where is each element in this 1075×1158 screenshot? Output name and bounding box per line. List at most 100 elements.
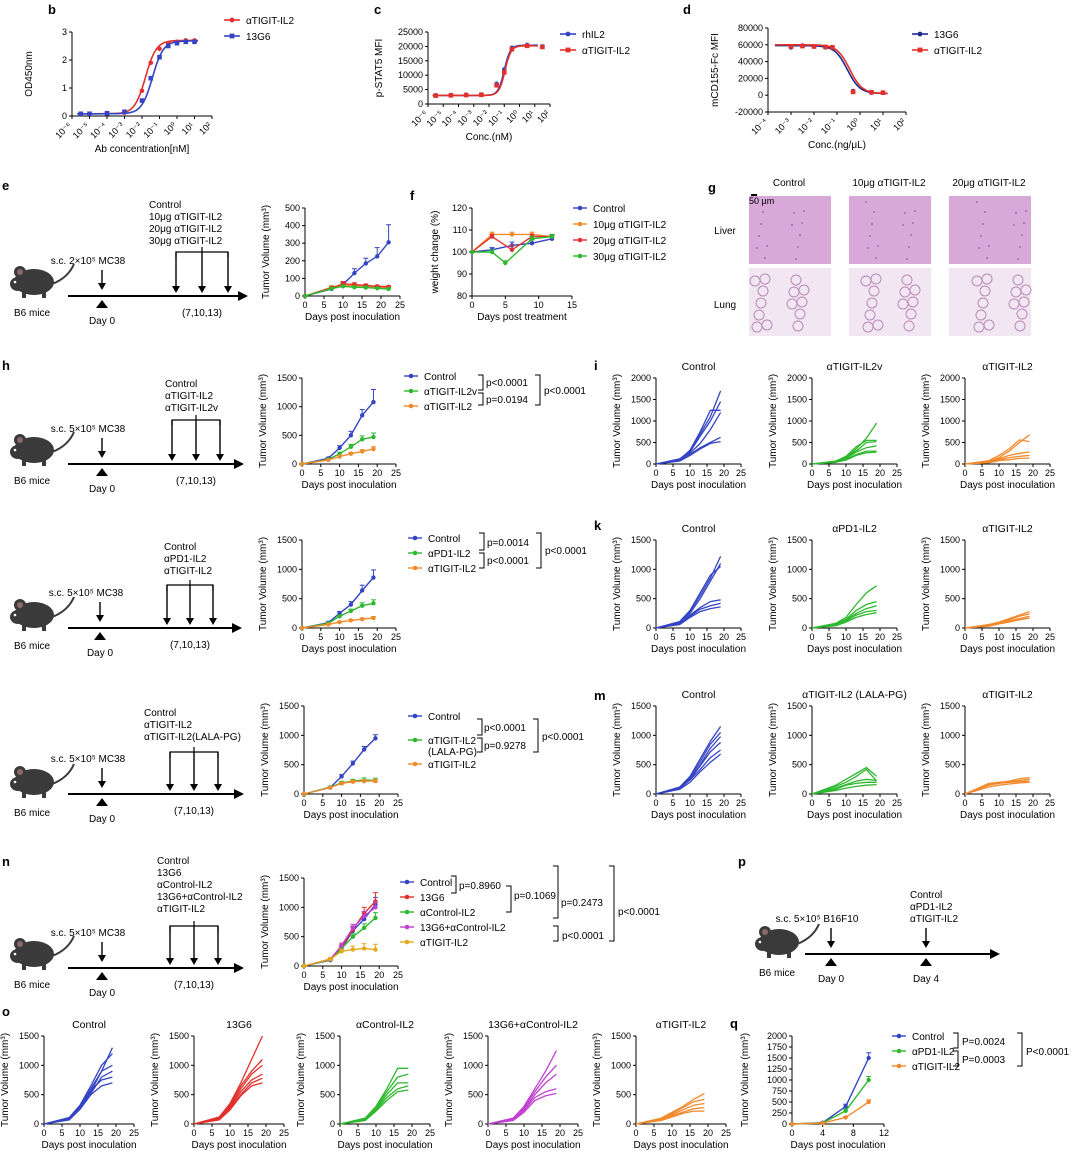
data-point [350,925,356,931]
individual-curve [487,1073,557,1125]
individual-curve [964,781,1030,795]
x-tick-label: 10 [994,468,1004,478]
triangle-up-icon [96,798,108,806]
arrow-down-icon [214,784,222,791]
mouse-eye [13,448,17,452]
arrow-down-icon [224,286,232,293]
x-tick-label: 15 [567,300,577,310]
chart-i-1: 0 500 1000 1500 2000 0 5 10 15 20 25 Days post inoc… [768,361,902,491]
tissue-texture [754,201,756,203]
mouse-head [755,937,771,951]
y-tick-label: -20000 [735,107,763,117]
chart-o-1: 0 500 1000 1500 0 5 10 15 20 25 Days post inoculat… [150,1019,289,1151]
x-axis-label: Days post inoculation [303,982,398,993]
tissue-texture [762,211,764,213]
day0-label: Day 0 [89,814,116,825]
individual-curve [339,1073,409,1125]
x-tick-label: 8 [851,1128,856,1138]
x-axis-label: Days post inoculation [301,480,396,491]
dosing-days-label: (7,10,13) [170,640,210,651]
x-tick-label: 0 [485,1128,490,1138]
y-tick-label: 2000 [940,373,960,383]
mouse-head [10,445,26,459]
legend-label: αTIGIT-IL2 [424,402,472,413]
day0-label: Day 0 [89,316,116,327]
individual-curve [811,609,877,629]
mouse-eye [13,780,17,784]
arrow-down-icon [186,618,194,625]
panel-letter: f [410,188,415,203]
y-tick-label: 0 [758,90,763,100]
y-axis-label: p-STAT5 MFI [374,39,385,98]
mouse-icon [10,596,75,631]
histology-panel: g Control 10μg αTIGIT-IL2 20μg αTIGIT-IL2 Li… [708,178,1032,336]
y-tick-label: 60000 [738,40,763,50]
p-value-label: p<0.0001 [484,723,526,734]
x-tick-label: 5 [503,1128,508,1138]
day0-label: Day 0 [89,988,116,999]
data-point [361,946,367,951]
x-tick-label: 5 [503,300,508,310]
x-tick-label: 0 [301,798,306,808]
y-tick-label: 500 [772,1097,787,1107]
x-tick-label: 25 [736,798,746,808]
x-tick-label: 10 [841,468,851,478]
y-tick-label: 1000 [279,902,299,912]
x-tick-label: 0 [962,632,967,642]
legend-label: rhIL2 [582,30,605,41]
p-value-label: P<0.0001 [1026,1047,1070,1058]
series-line-1 [774,44,888,95]
x-axis-label: Days post inoculation [807,480,902,491]
y-tick-label: 0 [646,459,651,469]
lung-tissue-image [749,268,831,336]
subplot-title: αTIGIT-IL2v [827,361,883,373]
data-point [139,88,145,94]
x-tick-label: 0 [301,970,306,980]
day0-label: Day 0 [818,974,845,985]
legend-label: Control [428,534,460,545]
tissue-texture [865,201,867,203]
treatment-label: Control [149,200,181,211]
arrow-right-icon [990,949,1000,959]
data-point [412,761,418,767]
mouse-tail [796,923,820,945]
individual-curve [811,778,877,795]
data-point [866,1077,871,1083]
tissue-texture [1013,224,1015,226]
p-bracket [479,552,485,569]
y-tick-label: 250 [772,1108,787,1118]
x-tick-label: 20 [719,798,729,808]
p-value-label: p<0.0001 [544,386,586,397]
data-point [329,286,334,291]
individual-curve [811,766,878,795]
x-tick-label: 20 [374,798,384,808]
data-point [301,963,307,969]
data-point [361,913,367,919]
tissue-texture [753,309,765,321]
data-point [577,237,583,243]
x-tick-label: 10 [685,632,695,642]
individual-curve [655,565,722,629]
data-point [565,47,571,53]
y-tick-label: 0 [294,789,299,799]
data-point [302,293,308,299]
lung-tissue-image [949,268,1031,336]
p-value-label: p=0.2473 [561,898,603,909]
liver-tissue-image [949,196,1031,264]
mouse-eye [758,940,762,944]
mouse-ear-inner [762,929,768,935]
y-tick-label: 0 [955,459,960,469]
tissue-texture [907,296,919,308]
histology-row-label: Lung [714,300,736,311]
mouse-leg [22,292,26,298]
p-bracket [478,374,484,391]
y-axis-label: Tumor Volume (mm³) [444,1033,455,1127]
x-tick-label: 15 [702,468,712,478]
panel-letter: d [683,2,691,17]
y-tick-label: 1000 [19,1060,39,1070]
y-tick-label: 0 [646,623,651,633]
x-tick-label: 10¹ [520,108,536,124]
